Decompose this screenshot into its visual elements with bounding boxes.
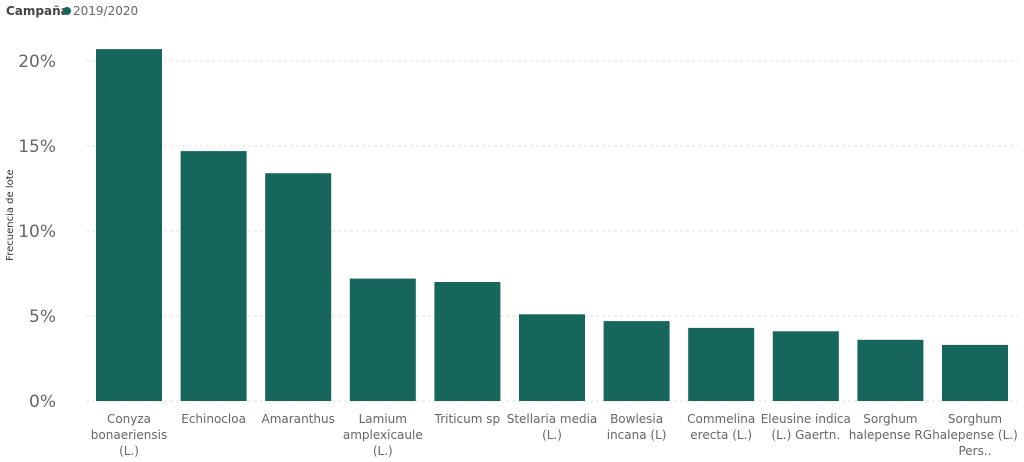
legend: Campaña 2019/2020 (6, 4, 138, 18)
x-tick-label-line: Stellaria media (507, 412, 598, 426)
bar[interactable] (772, 331, 839, 401)
bar[interactable] (603, 321, 670, 401)
x-tick-label-line: (L.) (542, 428, 562, 442)
x-tick-label-line: Bowlesia (610, 412, 663, 426)
x-tick-label-line: Triticum sp (434, 412, 500, 426)
x-tick-label-line: (L.) (373, 444, 393, 458)
x-tick-label-line: Sorghum (863, 412, 917, 426)
bar[interactable] (96, 49, 162, 401)
legend-title: Campaña (6, 4, 69, 18)
x-tick-label-line: bonaeriensis (91, 428, 167, 442)
x-tick-label-line: Eleusine indica (761, 412, 851, 426)
x-tick-label-line: amplexicaule (343, 428, 423, 442)
bars (96, 49, 1008, 401)
x-tick-label-line: Echinocloa (181, 412, 246, 426)
y-tick-label: 20% (18, 52, 56, 72)
x-tick-label: Lamium amplexicaule (L.) (343, 412, 423, 458)
x-tick-label: Eleusine indica (L.) Gaertn. (761, 412, 851, 442)
y-tick-label: 5% (29, 307, 56, 327)
y-tick-label: 0% (29, 392, 56, 412)
x-tick-label-line: Commelina (687, 412, 755, 426)
bar[interactable] (688, 327, 755, 401)
x-tick-label-line: Sorghum (948, 412, 1002, 426)
x-tick-label-line: (L.) (119, 444, 139, 458)
x-tick-label-line: Amaranthus (262, 412, 335, 426)
x-tick-label-line: Lamium (359, 412, 407, 426)
bar[interactable] (434, 282, 501, 401)
x-tick-label: Echinocloa (181, 412, 246, 426)
x-tick-label-line: erecta (L.) (690, 428, 752, 442)
x-tick-label: Conyza bonaeriensis (L.) (91, 412, 167, 458)
bar[interactable] (180, 151, 247, 401)
x-tick-label: Stellaria media (L.) (507, 412, 598, 442)
x-tick-label-line: halepense RG (849, 428, 932, 442)
x-tick-label: Amaranthus (262, 412, 335, 426)
x-tick-label-line: (L.) Gaertn. (771, 428, 840, 442)
x-tick-label: Bowlesia incana (L) (607, 412, 667, 442)
x-tick-label-line: halepense (L.) (932, 428, 1018, 442)
legend-label: 2019/2020 (73, 4, 138, 18)
x-tick-label-line: Pers.. (958, 444, 991, 458)
x-tick-label-line: incana (L) (607, 428, 667, 442)
x-tick-label-line: Conyza (107, 412, 151, 426)
bar[interactable] (942, 344, 1008, 401)
bar[interactable] (349, 278, 416, 401)
y-axis-ticks: 0% 5% 10% 15% 20% (18, 52, 56, 412)
x-tick-label: Triticum sp (434, 412, 500, 426)
y-tick-label: 15% (18, 137, 56, 157)
x-axis-ticks: Conyza bonaeriensis (L.) Echinocloa Amaranth… (91, 412, 1018, 458)
x-tick-label: Sorghum halepense (L.) Pers.. (932, 412, 1018, 458)
x-tick-label: Sorghum halepense RG (849, 412, 932, 442)
bar[interactable] (857, 339, 924, 401)
legend-marker (63, 7, 71, 15)
y-axis-title: Frecuencia de lote (5, 169, 16, 261)
y-tick-label: 10% (18, 222, 56, 242)
bar[interactable] (519, 314, 585, 401)
bar[interactable] (265, 173, 332, 401)
x-tick-label: Commelina erecta (L.) (687, 412, 755, 442)
